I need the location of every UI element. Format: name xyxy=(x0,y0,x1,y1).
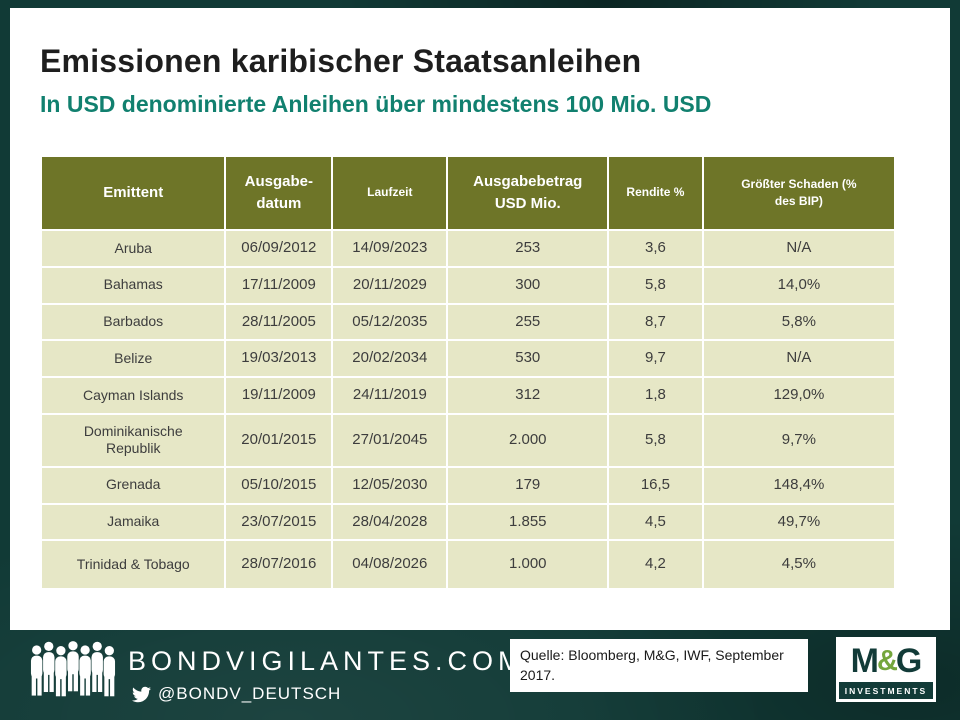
content-area: Emissionen karibischer Staatsanleihen In… xyxy=(10,8,950,630)
table-cell: 1.000 xyxy=(446,539,610,590)
slide-subtitle: In USD denominierte Anleihen über mindes… xyxy=(40,91,712,118)
table-cell: 24/11/2019 xyxy=(331,376,449,415)
table-cell: Belize xyxy=(39,339,227,378)
slide-title: Emissionen karibischer Staatsanleihen xyxy=(40,43,642,80)
table-cell: 300 xyxy=(446,265,610,305)
table-row: Cayman Islands 19/11/2009 24/11/2019 312 1,8… xyxy=(39,376,897,415)
table-cell: 28/07/2016 xyxy=(224,539,334,590)
table-cell: 1.855 xyxy=(446,502,610,542)
table-cell: Cayman Islands xyxy=(39,376,227,415)
twitter-icon xyxy=(132,686,151,702)
table-cell: 1,8 xyxy=(607,376,704,415)
table-row: Barbados 28/11/2005 05/12/2035 255 8,7 5,8% xyxy=(39,302,897,342)
table-row: Bahamas 17/11/2009 20/11/2029 300 5,8 14,0% xyxy=(39,265,897,305)
table-cell: 179 xyxy=(446,465,610,505)
table-cell: 4,5% xyxy=(701,539,897,590)
table-row: Belize 19/03/2013 20/02/2034 530 9,7 N/A xyxy=(39,339,897,378)
table-cell: 05/10/2015 xyxy=(224,465,334,505)
mg-logo-m: M xyxy=(850,641,879,680)
table-cell: 530 xyxy=(446,339,610,378)
table-cell: Jamaika xyxy=(39,502,227,542)
table-cell: 28/04/2028 xyxy=(331,502,449,542)
table-cell: Barbados xyxy=(39,302,227,342)
table-header-cell: Ausgabe- datum xyxy=(224,155,334,231)
table-cell: 19/11/2009 xyxy=(224,376,334,415)
table-row: Trinidad & Tobago 28/07/2016 04/08/2026 1.0… xyxy=(39,539,897,590)
table-row: Dominikanische Republik 20/01/2015 27/01/2… xyxy=(39,412,897,468)
twitter-row: @BONDV_DEUTSCH xyxy=(132,684,341,704)
mg-logo-g: G xyxy=(895,641,922,680)
table-cell: 05/12/2035 xyxy=(331,302,449,342)
table-cell: 27/01/2045 xyxy=(331,412,449,468)
source-note: Quelle: Bloomberg, M&G, IWF, September 2… xyxy=(510,639,808,693)
table-cell: 9,7% xyxy=(701,412,897,468)
table-cell: 3,6 xyxy=(607,229,704,268)
table-cell: 28/11/2005 xyxy=(224,302,334,342)
table-cell: 9,7 xyxy=(607,339,704,378)
mg-logo-letters: M & G xyxy=(839,640,933,682)
site-name: BONDVIGILANTES.COM xyxy=(128,646,526,676)
table-cell: 20/02/2034 xyxy=(331,339,449,378)
table-cell: 5,8 xyxy=(607,412,704,468)
table-cell: 20/01/2015 xyxy=(224,412,334,468)
table-header-cell: Größter Schaden (% des BIP) xyxy=(701,155,897,231)
table-cell: 14,0% xyxy=(701,265,897,305)
table-cell: Aruba xyxy=(39,229,227,268)
table-cell: 253 xyxy=(446,229,610,268)
table-cell: Dominikanische Republik xyxy=(39,412,227,468)
mg-logo-investments: INVESTMENTS xyxy=(839,682,933,699)
table-row: Grenada 05/10/2015 12/05/2030 179 16,5 148,4% xyxy=(39,465,897,505)
table-cell: 16,5 xyxy=(607,465,704,505)
table-cell: 49,7% xyxy=(701,502,897,542)
table-cell: 04/08/2026 xyxy=(331,539,449,590)
table-header-cell: Emittent xyxy=(39,155,227,231)
table-cell: 06/09/2012 xyxy=(224,229,334,268)
table-body: Aruba 06/09/2012 14/09/2023 253 3,6 N/A Bahama… xyxy=(39,229,897,590)
table-cell: 17/11/2009 xyxy=(224,265,334,305)
table-cell: 8,7 xyxy=(607,302,704,342)
table-cell: 5,8 xyxy=(607,265,704,305)
table-cell: 129,0% xyxy=(701,376,897,415)
bond-issuance-table: Emittent Ausgabe- datum Laufzeit Ausgabebet… xyxy=(39,155,897,590)
table-cell: 5,8% xyxy=(701,302,897,342)
table-cell: 4,5 xyxy=(607,502,704,542)
table-cell: 14/09/2023 xyxy=(331,229,449,268)
table-cell: 312 xyxy=(446,376,610,415)
twitter-handle: @BONDV_DEUTSCH xyxy=(158,684,342,703)
table-cell: 148,4% xyxy=(701,465,897,505)
table-cell: 2.000 xyxy=(446,412,610,468)
table-cell: N/A xyxy=(701,229,897,268)
table-header-cell: Laufzeit xyxy=(331,155,449,231)
table-cell: 19/03/2013 xyxy=(224,339,334,378)
mg-logo: M & G INVESTMENTS xyxy=(836,637,936,702)
table-header-row: Emittent Ausgabe- datum Laufzeit Ausgabebet… xyxy=(39,155,897,231)
table-cell: 23/07/2015 xyxy=(224,502,334,542)
table-cell: 12/05/2030 xyxy=(331,465,449,505)
table-cell: 4,2 xyxy=(607,539,704,590)
crowd-icon xyxy=(30,641,116,697)
mg-logo-ampersand: & xyxy=(876,644,898,677)
table-row: Jamaika 23/07/2015 28/04/2028 1.855 4,5 49,7% xyxy=(39,502,897,542)
table-cell: 20/11/2029 xyxy=(331,265,449,305)
table-cell: Bahamas xyxy=(39,265,227,305)
table-cell: 255 xyxy=(446,302,610,342)
table-cell: Grenada xyxy=(39,465,227,505)
table-cell: N/A xyxy=(701,339,897,378)
table-header-cell: Rendite % xyxy=(607,155,704,231)
table-cell: Trinidad & Tobago xyxy=(39,539,227,590)
table-header-cell: Ausgabebetrag USD Mio. xyxy=(446,155,610,231)
table-row: Aruba 06/09/2012 14/09/2023 253 3,6 N/A xyxy=(39,229,897,268)
